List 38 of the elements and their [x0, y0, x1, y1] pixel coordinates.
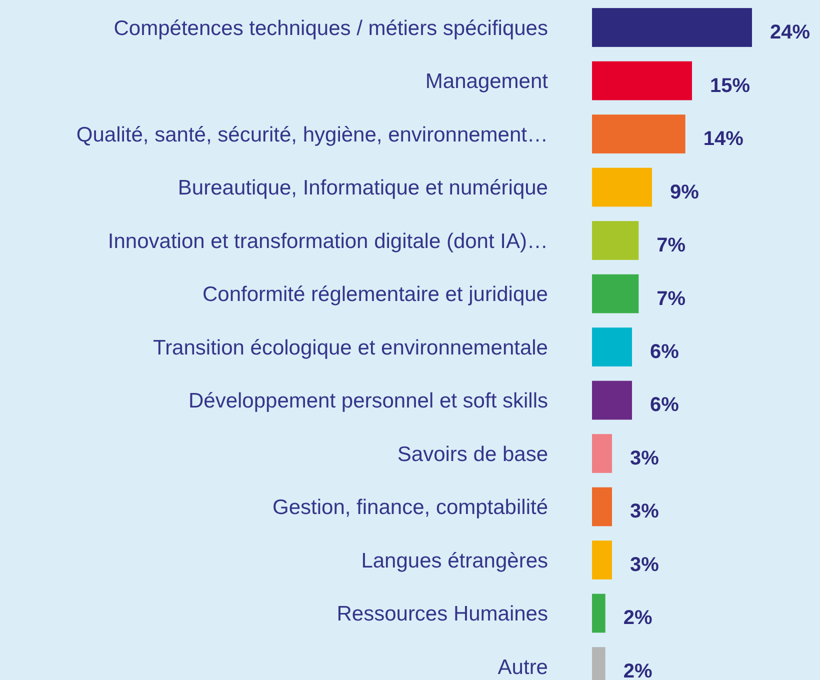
- data-label: 3%: [630, 554, 660, 576]
- y-tick-label: Transition écologique et environnementale: [153, 336, 548, 360]
- y-tick-label: Management: [425, 70, 548, 94]
- bar: [592, 487, 612, 526]
- data-label: 7%: [656, 234, 686, 256]
- bar: [592, 434, 612, 473]
- y-tick-label: Ressources Humaines: [336, 602, 548, 626]
- y-tick-label: Développement personnel et soft skills: [188, 390, 548, 413]
- data-label: 2%: [623, 607, 652, 630]
- data-label: 15%: [710, 74, 750, 97]
- y-tick-label: Compétences techniques / métiers spécifiques: [114, 16, 548, 40]
- bar: [592, 328, 632, 366]
- y-tick-label: Autre: [498, 656, 548, 679]
- y-tick-label: Bureautique, Informatique et numérique: [178, 176, 548, 200]
- bar: [592, 61, 692, 100]
- data-label: 6%: [650, 394, 680, 416]
- data-label: 2%: [623, 660, 652, 680]
- bar: [592, 594, 606, 633]
- data-label: 24%: [770, 22, 810, 44]
- y-tick-label: Gestion, finance, comptabilité: [272, 496, 548, 520]
- bar: [592, 8, 752, 47]
- data-label: 3%: [630, 448, 660, 470]
- bar: [592, 274, 639, 314]
- y-tick-label: Innovation et transformation digitale (dont IA)…: [108, 230, 548, 253]
- y-tick-label: Savoirs de base: [397, 442, 548, 466]
- data-label: 6%: [650, 341, 680, 363]
- data-label: 7%: [656, 288, 686, 310]
- bar: [592, 221, 639, 260]
- data-label: 3%: [630, 500, 660, 523]
- bar: [592, 540, 612, 580]
- bar: [592, 114, 686, 154]
- y-tick-label: Qualité, santé, sécurité, hygiène, environnement…: [76, 123, 548, 146]
- bar: [592, 380, 632, 420]
- data-label: 9%: [670, 181, 700, 204]
- y-tick-label: Langues étrangères: [361, 549, 548, 572]
- y-tick-label: Conformité réglementaire et juridique: [202, 283, 548, 306]
- data-label: 14%: [703, 128, 744, 150]
- bar: [592, 168, 652, 207]
